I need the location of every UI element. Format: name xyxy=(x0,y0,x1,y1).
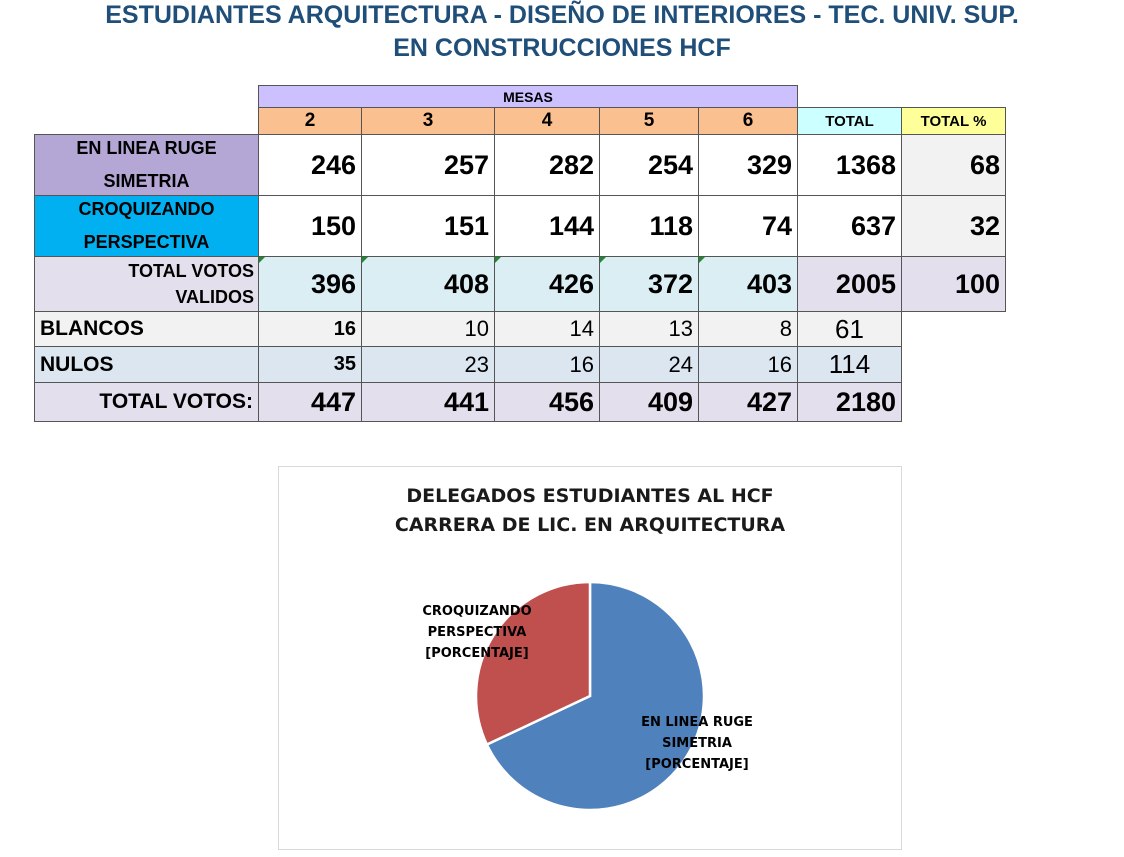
mesas-header: MESAS xyxy=(258,85,798,108)
cell-total-votos-mesa-5: 409 xyxy=(599,382,699,422)
page-title-line-2: EN CONSTRUCCIONES HCF xyxy=(393,34,731,62)
cell-blancos-mesa-6: 8 xyxy=(698,311,798,347)
chart-title: DELEGADOS ESTUDIANTES AL HCF xyxy=(406,485,774,507)
pie-chart-svg xyxy=(474,580,706,812)
pie-label-line: SIMETRIA xyxy=(662,736,732,751)
col-header-total: TOTAL xyxy=(797,107,902,135)
cell-blancos-mesa-5: 13 xyxy=(599,311,699,347)
cell-nulos-mesa-5: 24 xyxy=(599,346,699,383)
cell-croq-mesa-2: 150 xyxy=(258,195,362,257)
cell-nulos-mesa-6: 16 xyxy=(698,346,798,383)
pie-label-line: [PORCENTAJE] xyxy=(645,757,749,772)
cell-croq-mesa-5: 118 xyxy=(599,195,699,257)
pie-label-line: EN LINEA RUGE xyxy=(641,715,753,730)
cell-blancos-mesa-4: 14 xyxy=(494,311,600,347)
chart-subtitle: CARRERA DE LIC. EN ARQUITECTURA xyxy=(394,514,786,536)
cell-validos-pct: 100 xyxy=(901,256,1006,312)
cell-validos-mesa-2: 396 xyxy=(258,256,362,312)
cell-total-votos-mesa-6: 427 xyxy=(698,382,798,422)
cell-blancos-total: 61 xyxy=(797,311,902,347)
cell-validos-mesa-5: 372 xyxy=(599,256,699,312)
col-header-total-pct: TOTAL % xyxy=(901,107,1006,135)
cell-nulos-mesa-2: 35 xyxy=(258,346,362,383)
cell-ruge-mesa-3: 257 xyxy=(361,134,495,196)
row-label-nulos: NULOS xyxy=(34,346,259,383)
cell-ruge-mesa-6: 329 xyxy=(698,134,798,196)
cell-validos-mesa-4: 426 xyxy=(494,256,600,312)
cell-croq-mesa-4: 144 xyxy=(494,195,600,257)
cell-blancos-mesa-2: 16 xyxy=(258,311,362,347)
cell-ruge-pct: 68 xyxy=(901,134,1006,196)
row-label-en-linea-ruge: EN LINEA RUGE SIMETRIA xyxy=(34,134,259,196)
col-header-mesa-3: 3 xyxy=(361,107,495,135)
row-label-total-validos: TOTAL VOTOS VALIDOS xyxy=(34,256,259,312)
pie-label-line: [PORCENTAJE] xyxy=(425,646,529,661)
pie-label-en-linea-ruge: EN LINEA RUGE SIMETRIA [PORCENTAJE] xyxy=(627,712,767,775)
pie-label-line: PERSPECTIVA xyxy=(427,625,527,640)
row-label-blancos: BLANCOS xyxy=(34,311,259,347)
pie-label-line: CROQUIZANDO xyxy=(422,604,532,619)
cell-croq-mesa-6: 74 xyxy=(698,195,798,257)
cell-validos-mesa-3: 408 xyxy=(361,256,495,312)
cell-nulos-mesa-3: 23 xyxy=(361,346,495,383)
cell-ruge-mesa-5: 254 xyxy=(599,134,699,196)
cell-nulos-mesa-4: 16 xyxy=(494,346,600,383)
cell-blancos-mesa-3: 10 xyxy=(361,311,495,347)
row-label-line: TOTAL VOTOS xyxy=(128,261,254,281)
pie-label-croquizando: CROQUIZANDO PERSPECTIVA [PORCENTAJE] xyxy=(407,601,547,664)
row-label-line: PERSPECTIVA xyxy=(83,232,210,252)
cell-ruge-mesa-2: 246 xyxy=(258,134,362,196)
pie-slice-croquizando xyxy=(474,580,592,747)
col-header-mesa-2: 2 xyxy=(258,107,362,135)
row-label-line: VALIDOS xyxy=(175,287,254,307)
col-header-mesa-5: 5 xyxy=(599,107,699,135)
row-label-line: EN LINEA RUGE xyxy=(76,138,217,158)
cell-validos-mesa-6: 403 xyxy=(698,256,798,312)
cell-validos-total: 2005 xyxy=(797,256,902,312)
row-label-total-votos: TOTAL VOTOS: xyxy=(34,382,259,422)
cell-croq-mesa-3: 151 xyxy=(361,195,495,257)
cell-total-votos-mesa-4: 456 xyxy=(494,382,600,422)
cell-ruge-mesa-4: 282 xyxy=(494,134,600,196)
cell-croq-total: 637 xyxy=(797,195,902,257)
col-header-mesa-4: 4 xyxy=(494,107,600,135)
cell-total-votos-total: 2180 xyxy=(797,382,902,422)
cell-total-votos-mesa-3: 441 xyxy=(361,382,495,422)
pie-slice-en-linea-ruge xyxy=(485,580,706,812)
pie-chart: DELEGADOS ESTUDIANTES AL HCF CARRERA DE … xyxy=(278,466,902,850)
row-label-line: CROQUIZANDO xyxy=(78,199,215,219)
page-title-line-1: ESTUDIANTES ARQUITECTURA - DISEÑO DE INT… xyxy=(105,1,1019,29)
cell-total-votos-mesa-2: 447 xyxy=(258,382,362,422)
row-label-croquizando: CROQUIZANDO PERSPECTIVA xyxy=(34,195,259,257)
cell-croq-pct: 32 xyxy=(901,195,1006,257)
cell-nulos-total: 114 xyxy=(797,346,902,383)
col-header-mesa-6: 6 xyxy=(698,107,798,135)
row-label-line: SIMETRIA xyxy=(103,171,190,191)
cell-ruge-total: 1368 xyxy=(797,134,902,196)
